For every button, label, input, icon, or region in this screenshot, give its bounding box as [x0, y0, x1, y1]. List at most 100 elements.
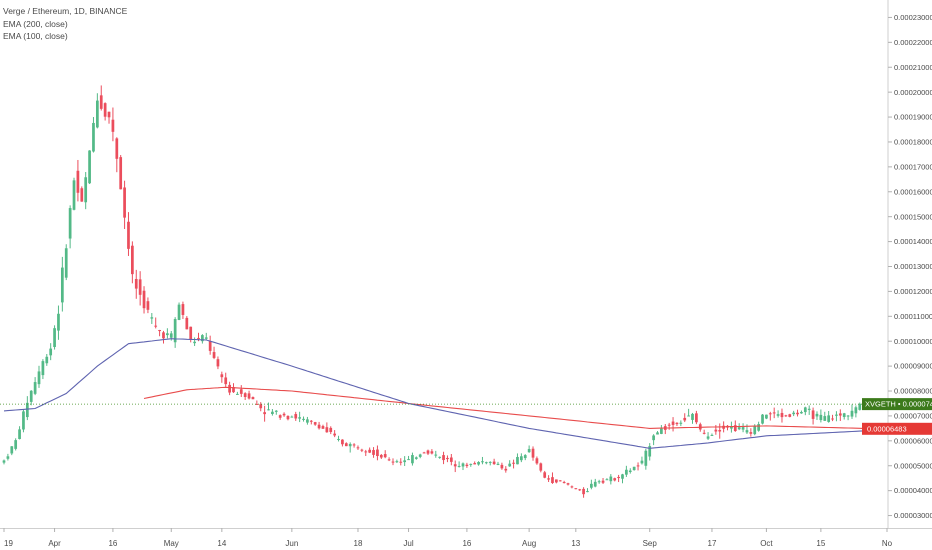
candle-body: [512, 462, 515, 464]
candle-body: [788, 414, 792, 417]
candle-body: [41, 361, 45, 376]
y-tick-label: 0.00021000: [894, 63, 932, 72]
candle-body: [644, 450, 648, 466]
candle-body: [197, 337, 200, 340]
candle-body: [379, 454, 383, 458]
candle-body: [504, 468, 508, 471]
candle-body: [593, 481, 597, 487]
candle-body: [274, 410, 278, 412]
candle-body: [395, 461, 399, 463]
candle-body: [484, 462, 488, 464]
candle-body: [858, 403, 862, 410]
candle-body: [352, 444, 356, 446]
candle-body: [597, 481, 601, 483]
candle-body: [531, 448, 535, 458]
candle-body: [53, 328, 56, 348]
y-tick-label: 0.00015000: [894, 212, 932, 221]
candle-body: [282, 413, 286, 416]
candle-body: [337, 438, 340, 440]
candle-body: [341, 439, 344, 445]
y-tick-label: 0.00007000: [894, 412, 932, 421]
candle-body: [376, 449, 379, 457]
x-tick-label: 13: [571, 539, 580, 548]
candle-body: [166, 333, 169, 336]
candle-body: [780, 412, 784, 418]
candle-body: [842, 413, 846, 418]
y-tick-label: 0.00004000: [894, 486, 932, 495]
candle-body: [831, 418, 834, 420]
candle-body: [325, 427, 329, 433]
candle-body: [107, 111, 111, 118]
x-tick-label: 15: [816, 539, 825, 548]
candle-body: [784, 415, 788, 417]
candle-body: [640, 460, 644, 464]
candle-body: [119, 157, 123, 190]
candle-body: [492, 461, 496, 465]
candle-body: [99, 95, 103, 109]
candle-body: [306, 419, 309, 423]
x-tick-label: Jul: [403, 539, 413, 548]
x-tick-label: No: [882, 539, 893, 548]
y-tick-label: 0.00016000: [894, 187, 932, 196]
candle-body: [543, 472, 547, 478]
candle-body: [189, 326, 193, 340]
candle-body: [656, 432, 659, 435]
candle-body: [6, 456, 10, 459]
candle-body: [617, 476, 620, 479]
candle-body: [173, 319, 177, 343]
candle-body: [745, 430, 749, 433]
candle-body: [45, 356, 49, 364]
ema100-line: [3, 338, 864, 449]
candle-body: [815, 413, 819, 417]
candle-body: [317, 424, 321, 429]
candle-body: [691, 413, 694, 420]
candle-body: [566, 483, 570, 485]
current-price-label: XVGETH • 0.00007474: [865, 400, 932, 409]
candle-body: [757, 424, 760, 431]
candle-body: [636, 465, 640, 467]
candle-body: [737, 427, 741, 430]
y-tick-label: 0.00018000: [894, 138, 932, 147]
candle-body: [2, 460, 6, 463]
candle-body: [803, 407, 807, 413]
candle-body: [446, 457, 449, 460]
candle-body: [364, 451, 368, 453]
candle-body: [718, 430, 722, 432]
candle-body: [356, 447, 360, 449]
candle-body: [562, 482, 566, 484]
candle-body: [271, 411, 274, 415]
candle-body: [516, 456, 519, 465]
x-tick-label: Aug: [522, 539, 536, 548]
candles-layer: [2, 85, 866, 498]
candle-body: [753, 425, 757, 435]
candle-body: [115, 138, 119, 159]
candle-body: [488, 461, 492, 463]
candle-body: [772, 412, 776, 414]
candle-body: [761, 414, 764, 424]
candle-body: [796, 412, 799, 415]
candle-body: [481, 461, 484, 463]
candle-body: [792, 412, 796, 415]
candle-body: [111, 119, 115, 132]
candle-body: [414, 457, 418, 459]
candle-body: [49, 348, 53, 356]
candle-body: [383, 454, 387, 458]
chart-title: Verge / Ethereum, 1D, BINANCE: [3, 6, 128, 16]
candle-body: [158, 330, 161, 332]
candle-body: [123, 187, 126, 218]
ema200-legend: EMA (200, close): [3, 18, 68, 29]
candle-body: [372, 450, 375, 455]
candle-body: [25, 402, 29, 418]
candle-body: [146, 301, 150, 310]
x-tick-label: May: [164, 539, 179, 548]
candle-body: [228, 384, 231, 393]
candle-body: [590, 483, 593, 488]
y-tick-label: 0.00014000: [894, 237, 932, 246]
candle-body: [193, 341, 196, 344]
candle-body: [286, 415, 290, 420]
candle-body: [558, 480, 562, 482]
candle-body: [835, 414, 838, 416]
candle-body: [60, 267, 64, 303]
candle-body: [321, 426, 325, 429]
